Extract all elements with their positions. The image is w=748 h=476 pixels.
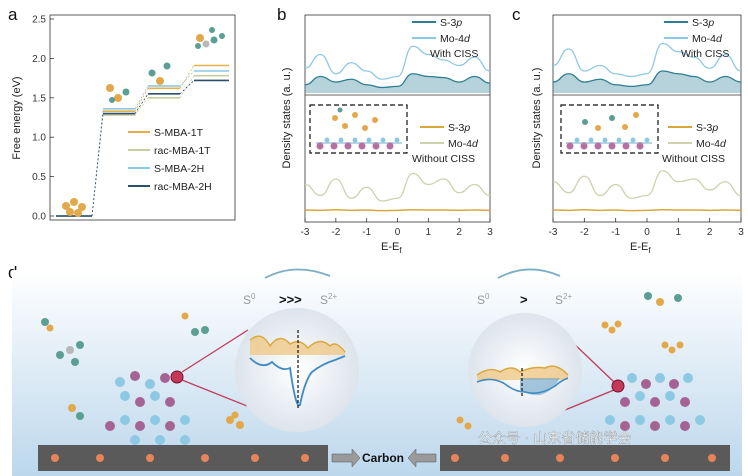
legend-c-mo4d-label-2: Mo-4d	[696, 138, 727, 150]
dos-mo4d-with-ciss	[304, 45, 491, 80]
dos-xtick-label: 1	[676, 227, 682, 238]
dos-s3p-without-ciss	[304, 208, 491, 212]
right-s0-label: S0	[477, 292, 490, 307]
panel-label-b: b	[277, 5, 286, 24]
zoom-dos-right-mo4d	[476, 377, 569, 394]
redox-arrow-right-icon	[497, 268, 561, 279]
zoom-line-right-bottom	[564, 389, 615, 411]
dos-xtick-label: -3	[549, 227, 558, 238]
free-energy-chart: Free energy (eV) 0.0 0.5 1.0 1.5 2.0 2.5 S-MB…	[11, 14, 236, 223]
carbon-arrow-left-icon	[331, 448, 361, 468]
dos-mo4d-without-ciss	[552, 170, 742, 199]
energy-connector	[179, 70, 195, 87]
dos-chart-b: Density states (a. u.) -3 -2 -1 0 1 2 3 E-Ef S…	[281, 14, 493, 255]
legend-b-mo4d-label-2: Mo-4d	[448, 138, 479, 150]
molecule-icon-state2	[148, 62, 171, 85]
zoom-line-right-top	[569, 339, 615, 383]
left-molecules	[41, 312, 244, 429]
dos-mo4d-without-ciss	[304, 172, 491, 202]
carbon-substrate-left	[38, 445, 328, 471]
energy-connector	[179, 80, 195, 95]
chart-a-ytick-label: 0.0	[32, 212, 46, 223]
dos-xtick-label: 0	[395, 227, 401, 238]
dos-s3p-fill	[305, 73, 490, 93]
legend-b-s3p-label-2: S-3p	[448, 122, 470, 134]
zoom-dos-left-mo4d	[249, 355, 346, 407]
legend-a-label: S-MBA-2H	[154, 163, 204, 175]
chart-a-ytick-label: 2.5	[32, 15, 46, 26]
zoom-dos-right-s3p	[476, 365, 569, 376]
energy-connector	[91, 113, 104, 217]
molecule-icon-state3	[195, 27, 225, 49]
dos-xtick-label: 2	[456, 227, 462, 238]
dos-chart-c: Density states (a. u.) -3 -2 -1 0 1 2 3 E-Ef S…	[531, 14, 744, 255]
dos-xtick-label: -2	[580, 227, 589, 238]
chart-a-ytick-label: 2.0	[32, 54, 46, 65]
chart-c-xlabel: E-Ef	[630, 241, 651, 255]
dos-xtick-label: 2	[707, 227, 713, 238]
legend-b-s3p-label: S-3p	[440, 17, 462, 29]
legend-c-s3p-label: S-3p	[692, 17, 714, 29]
right-s2-label: S2+	[555, 292, 572, 307]
legend-c-with-ciss: With CISS	[681, 48, 729, 60]
left-s0-label: S0	[243, 292, 256, 307]
zoom-dos-right-mo4d-fill	[520, 378, 560, 396]
panel-label-c: c	[512, 5, 521, 24]
right-molecules	[456, 292, 684, 430]
energy-connector	[134, 85, 149, 110]
dos-xtick-label: 1	[426, 227, 432, 238]
legend-a-label: S-MBA-1T	[154, 127, 204, 139]
molecule-icon-state1	[106, 84, 130, 103]
legend-b-mo4d-label: Mo-4d	[440, 33, 471, 45]
watermark-text: 公众号 · 山东省储能学会	[478, 431, 631, 447]
chart-a-ytick-label: 1.0	[32, 133, 46, 144]
carbon-label: Carbon	[362, 451, 404, 465]
structure-inset-b-atoms	[316, 107, 402, 150]
zoom-dos-left-s3p	[249, 335, 346, 353]
substrate-spins	[51, 454, 716, 462]
chart-a-ytick-label: 0.5	[32, 172, 46, 183]
legend-c-without-ciss: Without CISS	[662, 153, 725, 165]
panel-label-a: a	[8, 5, 18, 24]
carbon-substrate-right	[440, 445, 730, 471]
energy-connector	[134, 88, 149, 112]
energy-connector	[179, 65, 195, 89]
right-mos2-cluster	[605, 373, 705, 431]
structure-inset-c-atoms	[566, 112, 652, 150]
legend-a-label: rac-MBA-2H	[154, 181, 212, 193]
dos-xtick-label: -1	[611, 227, 620, 238]
chart-a-ylabel: Free energy (eV)	[11, 76, 23, 159]
chart-c-ylabel: Density states (a. u.)	[531, 68, 543, 169]
dos-mo4d-with-ciss	[552, 42, 742, 78]
dos-xtick-label: -1	[362, 227, 371, 238]
legend-c-s3p-label-2: S-3p	[696, 122, 718, 134]
right-redox-arrow: >	[520, 292, 528, 307]
dos-xtick-label: 3	[738, 227, 744, 238]
redox-arrow-left-icon	[264, 268, 331, 279]
dos-xtick-label: 0	[644, 227, 650, 238]
dos-xtick-label: -2	[331, 227, 340, 238]
dos-xtick-label: 3	[487, 227, 493, 238]
carbon-arrow-right-icon	[407, 448, 437, 468]
zoom-circle-left	[235, 308, 359, 432]
chart-b-ylabel: Density states (a. u.)	[281, 68, 293, 169]
dos-s3p-with-ciss	[304, 73, 491, 89]
legend-a-label: rac-MBA-1T	[154, 145, 211, 157]
dos-xtick-label: -3	[301, 227, 310, 238]
left-s2-label: S2+	[320, 292, 337, 307]
legend-b-with-ciss: With CISS	[430, 48, 478, 60]
left-mos2-cluster	[105, 370, 190, 445]
zoom-line-left-top	[181, 329, 249, 373]
legend-b-without-ciss: Without CISS	[412, 153, 475, 165]
energy-connector	[91, 115, 104, 217]
left-redox-arrows: >>>	[279, 292, 302, 307]
molecule-icon-state0	[62, 198, 86, 217]
chart-a-ytick-label: 1.5	[32, 93, 46, 104]
dos-s3p-with-ciss	[552, 70, 742, 88]
chart-a-frame	[49, 14, 236, 221]
chart-b-xlabel: E-Ef	[381, 241, 402, 255]
dos-s3p-without-ciss	[552, 208, 742, 212]
legend-c-mo4d-label: Mo-4d	[692, 33, 723, 45]
